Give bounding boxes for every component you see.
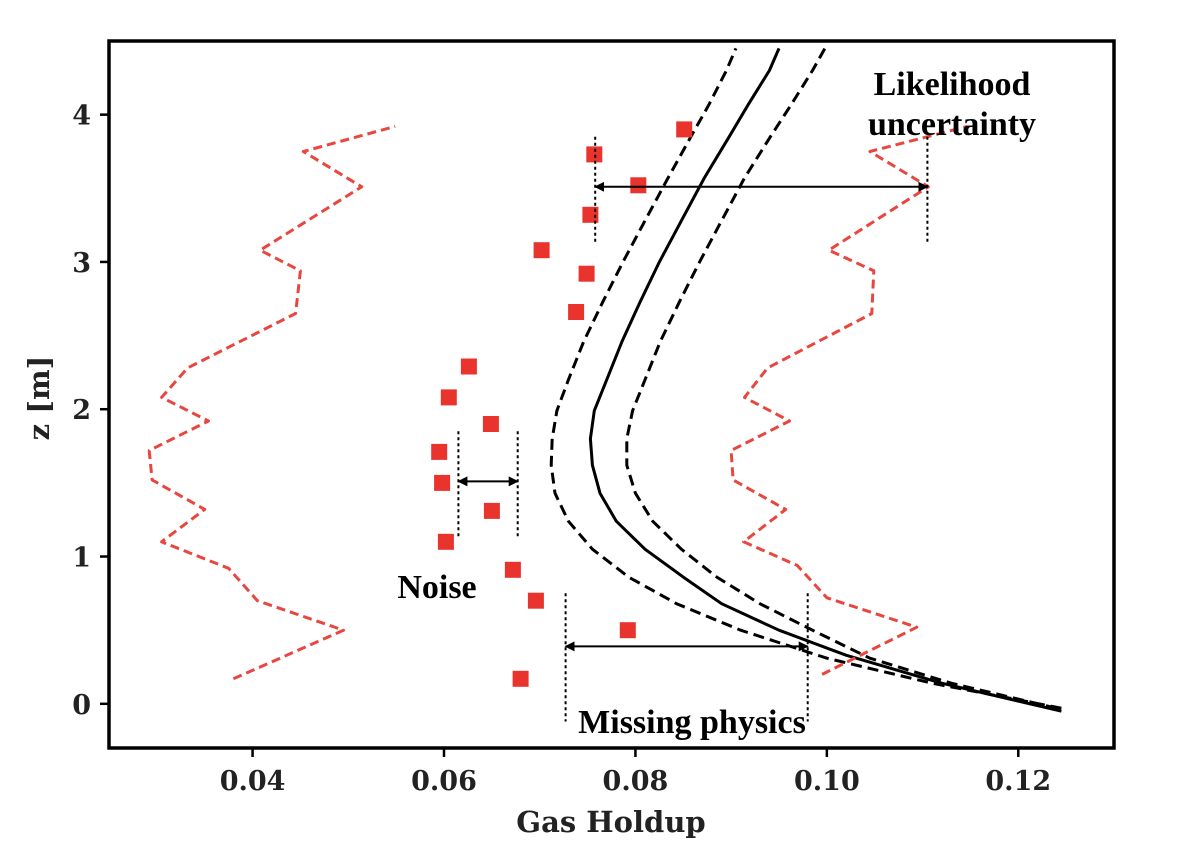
measurement-point <box>431 443 448 460</box>
measurement-point <box>578 265 595 282</box>
measurement-point <box>533 242 550 259</box>
measurement-points <box>431 121 693 687</box>
measurement-point <box>440 389 457 406</box>
axis-ticks: 0.04 0.06 0.08 0.10 0.12 0 1 2 3 4 <box>72 101 1051 797</box>
noise-annotation-text: Noise <box>397 569 476 606</box>
y-tick-label: 1 <box>72 543 91 574</box>
measurement-point <box>630 177 647 194</box>
x-tick-label: 0.10 <box>794 766 860 797</box>
series-model-mean <box>588 47 1062 713</box>
missing-annotation-text: Missing physics <box>578 704 806 741</box>
series-layer <box>147 47 1062 713</box>
x-tick-label: 0.12 <box>985 766 1051 797</box>
series-upper-likelihood-bound <box>625 47 1057 710</box>
measurement-point <box>437 533 454 550</box>
measurement-point <box>527 592 544 609</box>
x-tick-label: 0.08 <box>603 766 669 797</box>
measurement-point <box>482 416 499 432</box>
measurement-point <box>568 304 585 320</box>
series-right-noise-envelope <box>729 124 968 676</box>
y-tick-label: 0 <box>72 690 91 721</box>
x-tick-label: 0.04 <box>220 766 286 797</box>
likelihood-annotation-text: uncertainty <box>868 106 1036 143</box>
measurement-point <box>460 358 477 375</box>
series-lower-likelihood-bound <box>549 47 1062 710</box>
measurement-point <box>483 502 500 519</box>
measurement-point <box>619 622 636 639</box>
x-axis-title: Gas Holdup <box>516 805 705 839</box>
measurement-point <box>504 561 521 578</box>
measurement-point <box>586 146 603 163</box>
x-tick-label: 0.06 <box>411 766 477 797</box>
likelihood-annotation-text: Likelihood <box>874 66 1031 103</box>
y-axis-title: z [m] <box>22 356 56 441</box>
series-left-noise-envelope <box>147 124 396 681</box>
plot-area-frame <box>107 39 1116 750</box>
measurement-point <box>434 474 451 491</box>
measurement-point <box>512 670 529 687</box>
measurement-point <box>676 121 693 138</box>
y-tick-label: 4 <box>72 101 91 132</box>
y-tick-label: 2 <box>72 395 91 426</box>
y-tick-label: 3 <box>72 248 91 279</box>
